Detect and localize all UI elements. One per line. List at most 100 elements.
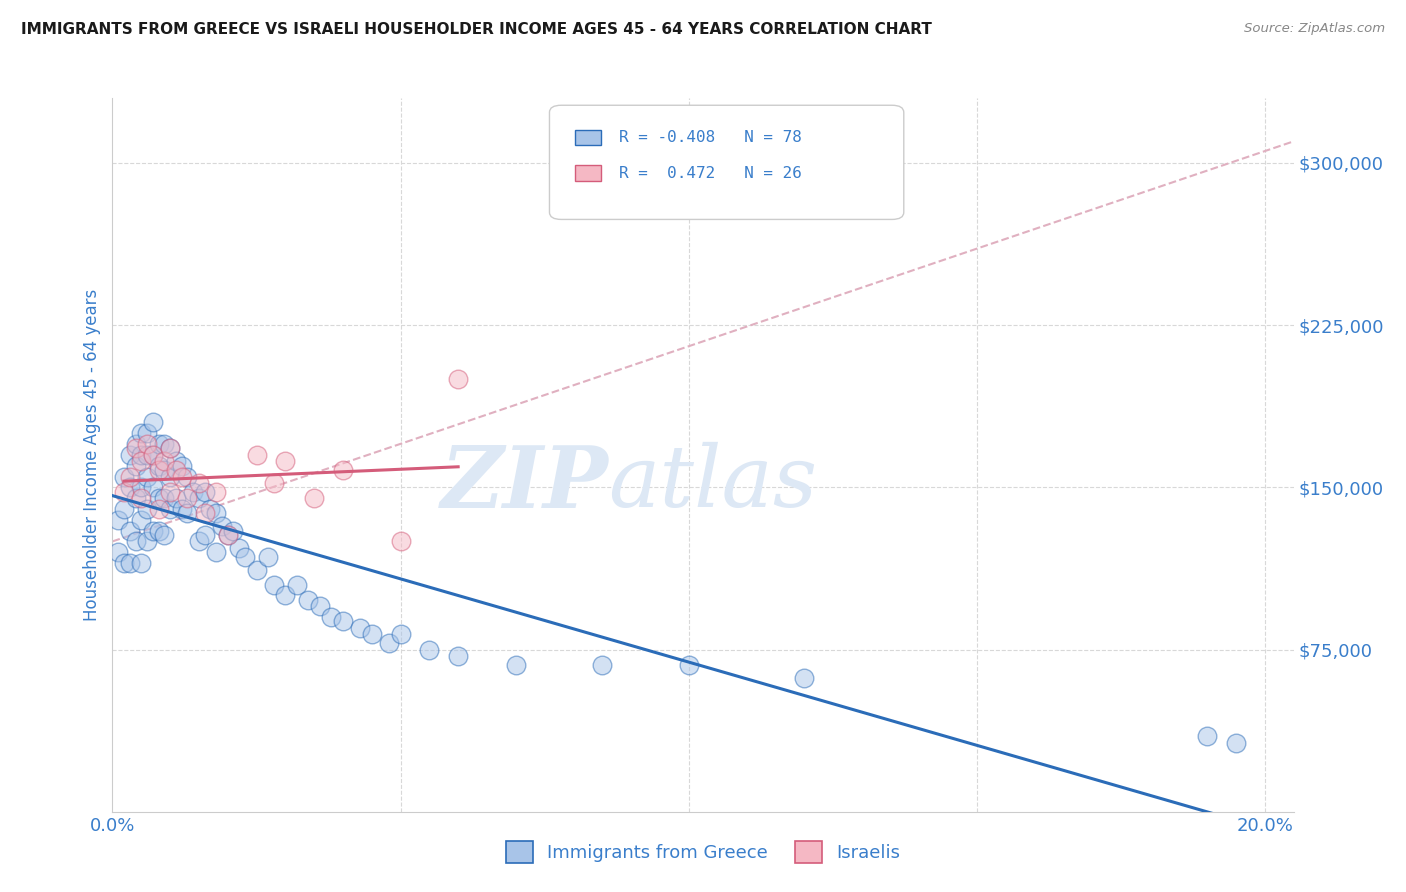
Point: [418, 642, 440, 657]
Point: [285, 577, 308, 591]
Point: [678, 657, 700, 672]
Point: [505, 657, 527, 672]
Point: [129, 448, 152, 462]
Point: [194, 506, 217, 520]
Point: [107, 513, 129, 527]
Point: [263, 476, 285, 491]
Point: [217, 528, 239, 542]
Point: [165, 454, 187, 468]
Point: [142, 448, 165, 462]
Point: [159, 502, 181, 516]
Point: [153, 437, 176, 451]
Point: [112, 502, 135, 516]
Point: [159, 484, 181, 499]
Point: [112, 556, 135, 570]
Point: [200, 502, 222, 516]
Point: [211, 519, 233, 533]
Point: [274, 454, 297, 468]
Point: [194, 528, 217, 542]
Point: [129, 454, 152, 468]
Point: [245, 448, 267, 462]
Point: [129, 491, 152, 505]
Point: [591, 657, 613, 672]
Point: [142, 416, 165, 430]
Point: [148, 463, 170, 477]
Point: [118, 469, 141, 483]
Point: [148, 491, 170, 505]
Point: [129, 480, 152, 494]
Point: [148, 437, 170, 451]
Point: [349, 621, 371, 635]
Point: [181, 484, 204, 499]
Point: [153, 491, 176, 505]
Text: IMMIGRANTS FROM GREECE VS ISRAELI HOUSEHOLDER INCOME AGES 45 - 64 YEARS CORRELAT: IMMIGRANTS FROM GREECE VS ISRAELI HOUSEH…: [21, 22, 932, 37]
Point: [360, 627, 382, 641]
Text: ZIP: ZIP: [440, 442, 609, 525]
Point: [194, 484, 217, 499]
Point: [176, 469, 198, 483]
FancyBboxPatch shape: [550, 105, 904, 219]
Point: [153, 463, 176, 477]
Point: [142, 524, 165, 538]
Point: [187, 491, 209, 505]
Point: [378, 636, 401, 650]
Point: [118, 524, 141, 538]
Text: R =  0.472   N = 26: R = 0.472 N = 26: [619, 166, 801, 180]
Point: [129, 513, 152, 527]
Point: [170, 458, 193, 473]
Point: [136, 437, 159, 451]
Point: [124, 442, 146, 456]
Point: [176, 506, 198, 520]
Text: atlas: atlas: [609, 442, 818, 524]
Point: [148, 502, 170, 516]
Point: [389, 534, 412, 549]
Point: [233, 549, 256, 564]
Point: [124, 491, 146, 505]
Point: [124, 534, 146, 549]
Point: [187, 476, 209, 491]
Point: [309, 599, 332, 614]
Point: [107, 545, 129, 559]
Point: [302, 491, 325, 505]
Point: [136, 502, 159, 516]
Point: [165, 463, 187, 477]
Point: [274, 589, 297, 603]
Point: [170, 502, 193, 516]
FancyBboxPatch shape: [575, 165, 602, 181]
Point: [1225, 735, 1247, 749]
Point: [136, 534, 159, 549]
Point: [129, 556, 152, 570]
Point: [159, 469, 181, 483]
Point: [222, 524, 245, 538]
Point: [332, 463, 354, 477]
Point: [447, 648, 470, 663]
Point: [118, 480, 141, 494]
Point: [118, 556, 141, 570]
Point: [447, 372, 470, 386]
Point: [1197, 729, 1219, 743]
Point: [124, 458, 146, 473]
Point: [297, 592, 319, 607]
Point: [205, 506, 228, 520]
Text: Source: ZipAtlas.com: Source: ZipAtlas.com: [1244, 22, 1385, 36]
Point: [793, 671, 815, 685]
Point: [112, 469, 135, 483]
Point: [187, 534, 209, 549]
Point: [136, 448, 159, 462]
Point: [159, 442, 181, 456]
Point: [389, 627, 412, 641]
Point: [136, 469, 159, 483]
Point: [112, 484, 135, 499]
Point: [332, 615, 354, 629]
Point: [176, 491, 198, 505]
Point: [153, 528, 176, 542]
Point: [321, 610, 343, 624]
Point: [148, 458, 170, 473]
Point: [217, 528, 239, 542]
Point: [142, 448, 165, 462]
Point: [118, 448, 141, 462]
Point: [136, 426, 159, 441]
Point: [257, 549, 280, 564]
Point: [228, 541, 250, 555]
Point: [129, 426, 152, 441]
